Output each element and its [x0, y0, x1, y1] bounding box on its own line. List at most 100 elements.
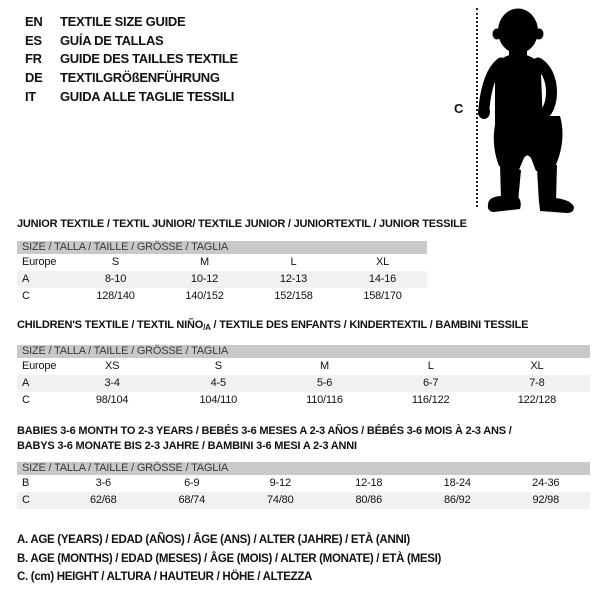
section-title-segment: JUNIOR TEXTILE / TEXTIL JUNIOR/ TEXTILE … — [17, 218, 467, 230]
footnote-line: B. AGE (MONTHS) / EDAD (MESES) / ÂGE (MO… — [17, 552, 442, 565]
footnotes: A. AGE (YEARS) / EDAD (AÑOS) / ÂGE (ANS)… — [17, 531, 441, 587]
section-title-segment: CHILDREN'S TEXTILE / TEXTIL NIÑO — [17, 319, 204, 331]
language-row: IT GUIDA ALLE TAGLIE TESSILI — [25, 88, 238, 107]
language-code: DE — [25, 70, 43, 86]
value-cell: 158/170 — [363, 290, 402, 302]
size-table: SIZE / TALLA / TAILLE / GRÖSSE / TAGLIA E… — [17, 241, 427, 305]
size-header-bar: SIZE / TALLA / TAILLE / GRÖSSE / TAGLIA — [17, 462, 590, 475]
size-header-row: SIZE / TALLA / TAILLE / GRÖSSE / TAGLIA — [17, 462, 590, 475]
value-cell: 128/140 — [96, 290, 135, 302]
value-cell: 7-8 — [483, 375, 590, 392]
row-label-cell: Europe — [22, 256, 57, 268]
language-code: EN — [25, 14, 43, 29]
baby-figure: C — [440, 0, 600, 220]
value-cell: 152/158 — [274, 290, 313, 302]
value-cell: 110/116 — [306, 394, 343, 406]
value-cell: 24-36 — [532, 477, 560, 489]
section-title-segment: BABYS 3-6 MONATE BIS 2-3 JAHRE / BAMBINI… — [17, 440, 357, 452]
section-title-segment: / TEXTILE DES ENFANTS / KINDERTEXTIL / B… — [210, 319, 529, 331]
table-row: A 8-10 10-12 12-13 14-16 — [17, 271, 427, 288]
language-row: DE TEXTILGRÖßENFÜHRUNG — [25, 69, 238, 88]
value-cell: 6-9 — [184, 477, 200, 489]
value-cell: 122/128 — [517, 394, 557, 406]
size-header-bar: SIZE / TALLA / TAILLE / GRÖSSE / TAGLIA — [17, 345, 590, 358]
size-table: SIZE / TALLA / TAILLE / GRÖSSE / TAGLIA E… — [17, 345, 590, 409]
language-list: EN TEXTILE SIZE GUIDE ES GUÍA DE TALLAS FR GU… — [25, 13, 238, 107]
language-title: TEXTILE SIZE GUIDE — [60, 14, 186, 29]
value-cell: 6-7 — [377, 375, 484, 392]
section-title: CHILDREN'S TEXTILE / TEXTIL NIÑO/A / TEX… — [17, 318, 529, 335]
section-title: JUNIOR TEXTILE / TEXTIL JUNIOR/ TEXTILE … — [17, 217, 467, 232]
value-cell: XL — [375, 256, 390, 268]
value-cell: 10-12 — [160, 271, 249, 288]
value-cell: XL — [530, 360, 544, 372]
table-row: C 98/104 104/110 110/116 116/122 122/128 — [17, 392, 590, 409]
value-cell: 74/80 — [236, 492, 325, 509]
size-header-row: SIZE / TALLA / TAILLE / GRÖSSE / TAGLIA — [17, 345, 590, 358]
value-cell: 4-5 — [165, 375, 272, 392]
footnote-line: C. (cm) HEIGHT / ALTURA / HAUTEUR / HÖHE… — [17, 571, 313, 584]
row-label-cell: Europe — [22, 360, 57, 372]
row-label-cell: C — [17, 492, 59, 509]
value-cell: M — [319, 360, 329, 372]
language-title: GUÍA DE TALLAS — [60, 32, 164, 48]
value-cell: 3-6 — [95, 477, 112, 489]
row-label-cell: A — [17, 375, 59, 392]
value-cell: 116/122 — [411, 394, 450, 406]
row-label-cell: B — [22, 477, 30, 489]
table-row: B 3-6 6-9 9-12 12-18 18-24 24-36 — [17, 475, 590, 492]
value-cell: XS — [104, 360, 120, 372]
value-cell: 18-24 — [443, 477, 471, 489]
table-row: Europe S M L XL — [17, 254, 427, 271]
value-cell: 104/110 — [199, 394, 238, 406]
section-title-segment: BABIES 3-6 MONTH TO 2-3 YEARS / BEBÉS 3-… — [17, 425, 512, 437]
height-label: C — [454, 101, 464, 116]
value-cell: 8-10 — [71, 271, 160, 288]
table-row: Europe XS S M L XL — [17, 358, 590, 375]
language-title: GUIDE DES TAILLES TEXTILE — [60, 51, 238, 67]
footnote-line: A. AGE (YEARS) / EDAD (AÑOS) / ÂGE (ANS)… — [17, 534, 410, 546]
size-table: SIZE / TALLA / TAILLE / GRÖSSE / TAGLIA B… — [17, 462, 590, 509]
value-cell: 5-6 — [271, 375, 378, 392]
value-cell: 92/98 — [501, 492, 590, 509]
value-cell: L — [427, 360, 434, 372]
table-row: C 128/140 140/152 152/158 158/170 — [17, 288, 427, 305]
language-code: FR — [25, 51, 42, 67]
value-cell: 14-16 — [338, 271, 427, 288]
value-cell: 80/86 — [324, 492, 413, 509]
section-title-line: BABIES 3-6 MONTH TO 2-3 YEARS / BEBÉS 3-… — [17, 424, 512, 439]
row-label-cell: C — [22, 290, 30, 302]
language-row: EN TEXTILE SIZE GUIDE — [25, 13, 238, 32]
language-row: FR GUIDE DES TAILLES TEXTILE — [25, 50, 238, 69]
row-label-cell: A — [17, 271, 71, 288]
value-cell: M — [200, 256, 209, 268]
value-cell: 86/92 — [413, 492, 502, 509]
value-cell: 140/152 — [185, 290, 224, 302]
table-row: C 62/68 68/74 74/80 80/86 86/92 92/98 — [17, 492, 590, 509]
value-cell: 68/74 — [147, 492, 236, 509]
value-cell: 62/68 — [59, 492, 148, 509]
value-cell: S — [111, 256, 120, 268]
row-label-cell: C — [22, 394, 30, 406]
size-header-bar: SIZE / TALLA / TAILLE / GRÖSSE / TAGLIA — [17, 241, 427, 254]
value-cell: 9-12 — [269, 477, 291, 489]
value-cell: 12-13 — [249, 271, 338, 288]
section-title: BABIES 3-6 MONTH TO 2-3 YEARS / BEBÉS 3-… — [17, 424, 512, 454]
section-title-line: BABYS 3-6 MONATE BIS 2-3 JAHRE / BAMBINI… — [17, 439, 512, 454]
value-cell: 3-4 — [59, 375, 166, 392]
height-dotted-line — [476, 8, 478, 207]
baby-silhouette-icon — [478, 8, 574, 213]
language-title: TEXTILGRÖßENFÜHRUNG — [60, 70, 220, 86]
value-cell: S — [214, 360, 222, 372]
value-cell: L — [290, 256, 297, 268]
language-code: ES — [25, 32, 42, 48]
table-row: A 3-4 4-5 5-6 6-7 7-8 — [17, 375, 590, 392]
section-title-line: CHILDREN'S TEXTILE / TEXTIL NIÑO/A / TEX… — [17, 318, 529, 335]
value-cell: 12-18 — [355, 477, 383, 489]
language-row: ES GUÍA DE TALLAS — [25, 32, 238, 51]
section-title-segment: /A — [203, 323, 211, 332]
language-code: IT — [25, 88, 36, 104]
section-title-line: JUNIOR TEXTILE / TEXTIL JUNIOR/ TEXTILE … — [17, 217, 467, 232]
value-cell: 98/104 — [95, 394, 129, 406]
